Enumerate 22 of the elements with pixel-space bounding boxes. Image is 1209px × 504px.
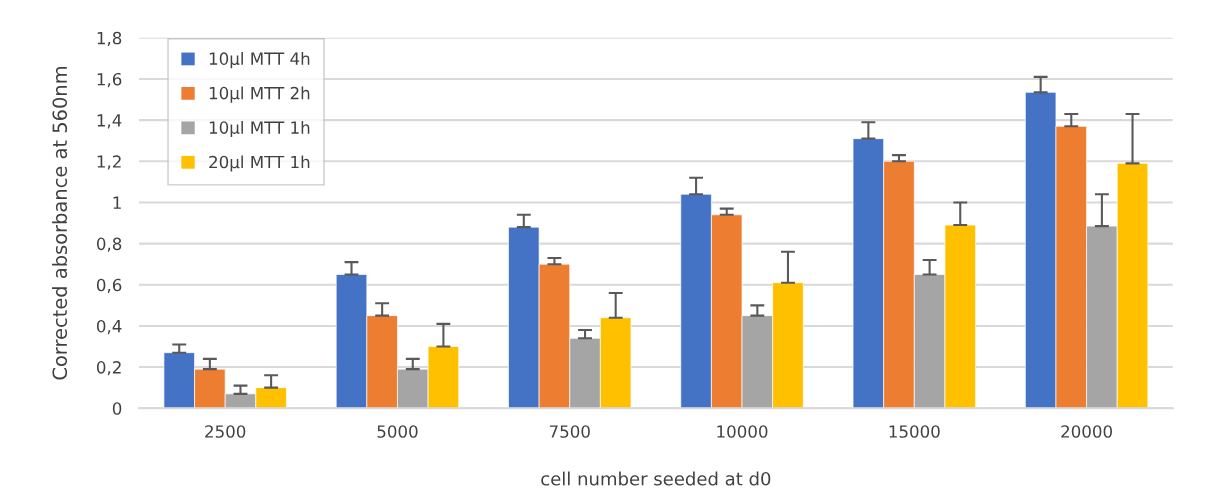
x-tick-label: 2500: [205, 425, 246, 438]
y-tick-label: 0: [112, 402, 122, 415]
x-tick-label: 5000: [377, 425, 418, 438]
y-tick-label: 1,2: [97, 155, 121, 170]
y-tick-label: 1,4: [97, 114, 122, 129]
x-tick-label: 7500: [549, 425, 590, 438]
legend-label: 10µl MTT 1h: [209, 120, 310, 138]
legend-label: 20µl MTT 1h: [209, 155, 310, 172]
y-tick-label: 0,4: [96, 319, 122, 335]
legend-label: 10µl MTT 2h: [209, 86, 310, 103]
legend-label: 10µl MTT 4h: [209, 52, 310, 69]
y-tick-label: 1,8: [97, 31, 122, 47]
y-tick-label: 1,6: [97, 72, 122, 88]
y-axis-title: Corrected absorbance at 560nm: [52, 67, 68, 380]
x-tick-label: 15000: [889, 425, 940, 438]
x-axis-title: cell number seeded at d0: [541, 471, 771, 486]
y-tick-label: 0,2: [96, 361, 121, 376]
y-tick-label: 0,8: [96, 237, 122, 252]
y-tick-label: 0,6: [96, 278, 122, 294]
x-tick-label: 10000: [717, 425, 768, 438]
y-tick-label: 1: [113, 196, 121, 209]
x-tick-label: 20000: [1061, 425, 1112, 438]
